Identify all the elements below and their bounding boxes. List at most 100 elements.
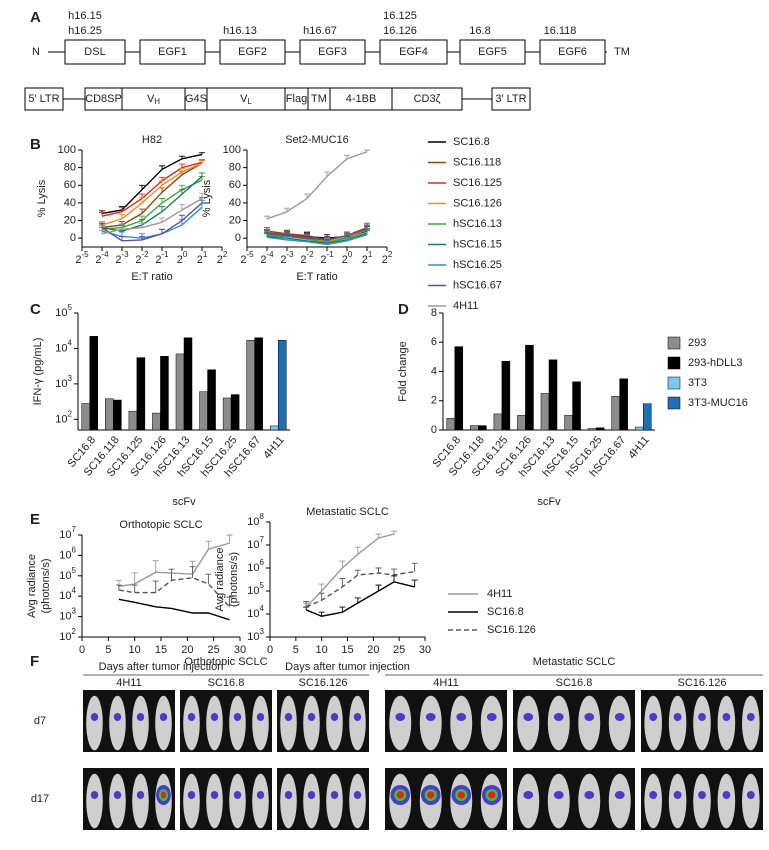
construct-label: TM: [311, 93, 327, 105]
y-tick-label: 0: [70, 232, 76, 244]
construct-label: CD8SP: [85, 93, 122, 105]
x-tick-label-base: 2: [280, 254, 286, 266]
x-tick-label: 2-3: [280, 250, 294, 266]
y-axis-label: Avg radiance: [214, 547, 226, 611]
error-bar: [199, 152, 205, 155]
y-axis-label: Fold change: [397, 341, 409, 402]
y-tick-label: 0: [235, 232, 241, 244]
signal: [649, 791, 658, 799]
signal: [353, 791, 362, 799]
x-tick-label-base: 2: [240, 254, 246, 266]
tm-label: TM: [614, 46, 630, 58]
chart-title: Metastatic SCLC: [306, 506, 389, 518]
bar: [269, 425, 279, 431]
y-tick-label: 102: [59, 627, 76, 643]
bar: [160, 356, 169, 431]
panel-label: B: [30, 136, 41, 153]
x-tick-label-base: 2: [135, 254, 141, 266]
x-tick-label: 2-1: [320, 250, 334, 266]
signal: [457, 791, 465, 799]
mouse: [303, 773, 320, 829]
epitope-label: h16.15: [68, 10, 102, 22]
error-bar: [339, 578, 346, 587]
y-tick-label: 60: [229, 179, 241, 191]
y-tick-label-sup: 8: [260, 512, 265, 521]
y-tick-label: 106: [59, 546, 76, 562]
signal: [614, 713, 625, 721]
bar: [501, 361, 511, 431]
mouse: [668, 773, 687, 829]
legend-label: SC16.125: [453, 177, 502, 189]
legend-label: hSC16.25: [453, 259, 502, 271]
mouse: [229, 773, 246, 829]
mouse: [280, 695, 297, 751]
epitope-label: 16.118: [544, 25, 577, 37]
signal: [425, 713, 436, 721]
error-bar: [179, 155, 185, 159]
error-bar: [119, 224, 125, 230]
series-line: [266, 151, 368, 220]
error-bar: [179, 204, 185, 210]
y-tick-label-sup: 5: [68, 303, 73, 312]
mouse: [326, 773, 343, 829]
domain-label: EGF5: [478, 46, 507, 58]
column-label: SC16.126: [299, 677, 348, 689]
y-axis-label: Avg radiance: [26, 554, 38, 618]
y-tick-label-sup: 4: [68, 339, 73, 348]
x-tick-label: 2-2: [135, 250, 149, 266]
error-bar: [139, 197, 145, 203]
chart-title: Orthotopic SCLC: [119, 519, 202, 531]
y-tick-label: 106: [247, 558, 264, 574]
y-tick-label: 103: [55, 374, 72, 390]
x-tick-label-base: 2: [300, 254, 306, 266]
error-bar: [391, 575, 397, 582]
mouse: [644, 773, 662, 829]
mouse: [547, 695, 570, 751]
signal: [673, 713, 682, 721]
x-tick-label: 2-1: [155, 250, 169, 266]
error-bar: [226, 534, 233, 544]
mouse: [183, 773, 200, 829]
y-tick-label-sup: 4: [72, 586, 77, 595]
mouse: [206, 773, 223, 829]
y-tick-label-sup: 6: [260, 558, 265, 567]
bar: [493, 413, 503, 431]
signal: [233, 791, 242, 799]
y-tick-label-base: 10: [59, 529, 71, 541]
error-bar: [304, 193, 310, 199]
bar: [152, 412, 161, 431]
error-bar: [119, 235, 125, 241]
group-title: Orthotopic SCLC: [184, 656, 267, 668]
error-bar: [168, 568, 175, 581]
bar: [611, 396, 620, 431]
y-tick-label-base: 10: [55, 307, 67, 319]
error-bar: [159, 205, 165, 212]
y-tick-label-base: 10: [247, 608, 259, 620]
construct-label: G4S: [185, 93, 207, 105]
x-tick-label-sup: -4: [267, 250, 275, 259]
legend-label: hSC16.13: [453, 218, 502, 230]
series-line: [305, 570, 415, 608]
x-tick-label-sup: -3: [122, 250, 130, 259]
y-axis-label: (photons/s): [228, 552, 240, 607]
x-tick-label: 5: [105, 644, 111, 656]
mouse: [109, 773, 126, 829]
signal: [698, 791, 706, 799]
error-bar: [391, 530, 397, 535]
error-bar: [264, 229, 270, 234]
mouse: [389, 695, 412, 751]
construct-label-base: TM: [311, 93, 327, 105]
x-axis-label: Days after tumor injection: [285, 661, 410, 673]
construct-label: Flag: [286, 93, 307, 105]
signal: [90, 713, 99, 721]
signal: [746, 791, 755, 799]
x-tick-label-sup: -5: [82, 250, 90, 259]
error-bar: [344, 231, 350, 236]
construct-label: CD3ζ: [414, 93, 441, 105]
x-tick-label-sup: -1: [162, 250, 170, 259]
domain-label: EGF2: [238, 46, 267, 58]
legend-swatch: [667, 336, 681, 350]
mouse: [742, 695, 760, 751]
y-tick-label: 104: [55, 339, 72, 355]
y-tick-label: 40: [64, 197, 76, 209]
